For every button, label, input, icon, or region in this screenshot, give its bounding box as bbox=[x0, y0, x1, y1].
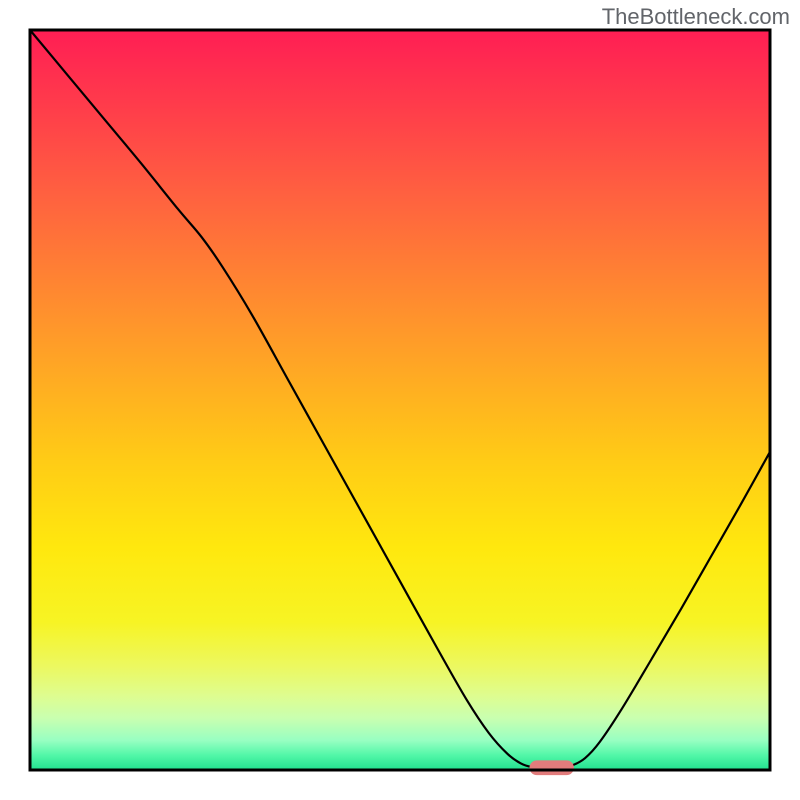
plot-background bbox=[30, 30, 770, 770]
watermark-text: TheBottleneck.com bbox=[602, 4, 790, 30]
minimum-marker bbox=[530, 760, 574, 775]
chart-container: TheBottleneck.com bbox=[0, 0, 800, 800]
bottleneck-chart bbox=[0, 0, 800, 800]
